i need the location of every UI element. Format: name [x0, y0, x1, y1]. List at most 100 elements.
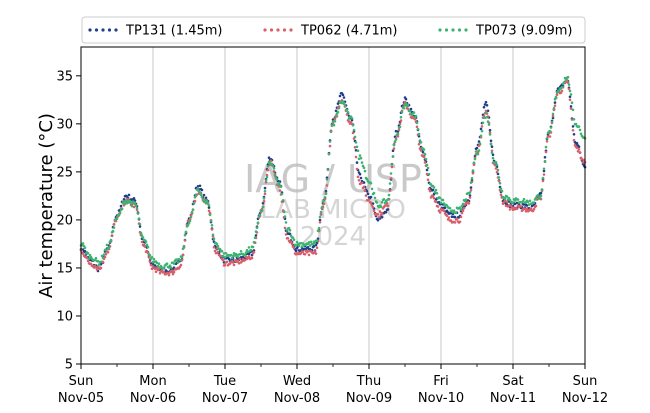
data-point [153, 264, 157, 267]
data-point [132, 197, 136, 200]
data-point [345, 113, 349, 116]
data-point [184, 230, 188, 234]
data-point [229, 253, 233, 257]
data-point [534, 204, 538, 208]
data-point [318, 218, 322, 222]
data-point [545, 140, 549, 143]
data-point [580, 158, 584, 161]
data-point [83, 249, 87, 253]
data-point [167, 273, 171, 277]
data-point [471, 169, 475, 172]
data-point [153, 267, 157, 271]
data-point [283, 226, 287, 230]
data-point [316, 237, 320, 240]
data-point [532, 207, 536, 211]
legend-marker [269, 28, 274, 32]
data-point [417, 132, 421, 136]
data-point [505, 195, 509, 198]
data-point [319, 213, 323, 216]
data-point [353, 146, 357, 149]
data-point [554, 95, 558, 99]
series-layer [79, 75, 587, 277]
data-point [541, 176, 545, 180]
data-point [498, 181, 502, 185]
y-tick-label: 30 [56, 117, 73, 132]
data-point [494, 161, 498, 164]
data-point [207, 209, 211, 213]
data-point [360, 181, 364, 185]
x-tick-label-date: Nov-07 [202, 391, 248, 406]
x-tick-label-date: Nov-08 [274, 391, 320, 406]
data-point [354, 155, 358, 159]
data-point [247, 255, 251, 258]
data-point [300, 245, 304, 248]
x-tick-label-date: Nov-05 [58, 391, 104, 406]
data-point [255, 226, 259, 229]
data-point [122, 198, 126, 201]
data-point [138, 225, 142, 228]
data-point [175, 258, 179, 261]
data-point [362, 185, 366, 189]
data-point [258, 213, 262, 217]
data-point [551, 114, 555, 118]
data-point [271, 164, 275, 168]
data-point [372, 191, 376, 195]
data-point [104, 248, 108, 252]
data-point [384, 210, 388, 214]
data-point [193, 199, 197, 203]
data-point [425, 168, 429, 172]
data-point [171, 272, 175, 276]
data-point [252, 240, 256, 244]
data-point [150, 255, 154, 259]
data-point [569, 105, 573, 108]
data-point [525, 207, 529, 211]
data-point [266, 165, 270, 168]
data-point [509, 204, 513, 207]
data-point [119, 204, 123, 208]
data-point [579, 132, 583, 136]
data-point [450, 215, 454, 218]
data-point [331, 120, 335, 124]
data-point [422, 155, 426, 159]
data-point [347, 120, 351, 123]
data-point [307, 253, 311, 257]
data-point [96, 260, 100, 263]
legend-entry: TP131 (1.45m) [88, 24, 222, 39]
data-point [143, 245, 147, 248]
data-point [109, 238, 113, 242]
data-point [152, 257, 156, 261]
data-point [306, 249, 310, 253]
data-point [212, 246, 216, 249]
data-point [380, 215, 384, 219]
data-point [181, 247, 185, 251]
x-tick-label-day: Sat [502, 374, 523, 389]
data-point [145, 249, 149, 253]
data-point [198, 191, 202, 194]
data-point [485, 104, 489, 107]
data-point [146, 245, 150, 249]
data-point [553, 97, 557, 101]
watermark-text: LAB MICRO [260, 195, 406, 225]
data-point [176, 261, 180, 264]
data-point [539, 194, 543, 197]
data-point [144, 240, 148, 243]
data-point [127, 193, 131, 197]
data-point [86, 252, 90, 255]
data-point [147, 256, 151, 259]
data-point [94, 256, 98, 260]
x-tick-label-date: Nov-11 [490, 391, 536, 406]
data-point [391, 149, 395, 152]
data-point [149, 263, 153, 267]
data-point [476, 152, 480, 156]
data-point [560, 86, 564, 89]
x-tick-label-date: Nov-12 [562, 391, 608, 406]
data-point [148, 260, 152, 264]
data-point [192, 202, 196, 205]
data-point [477, 149, 481, 152]
data-point [393, 140, 397, 143]
data-point [522, 197, 526, 201]
data-point [505, 200, 509, 204]
data-point [333, 117, 337, 121]
data-point [570, 101, 574, 104]
data-point [464, 198, 468, 201]
